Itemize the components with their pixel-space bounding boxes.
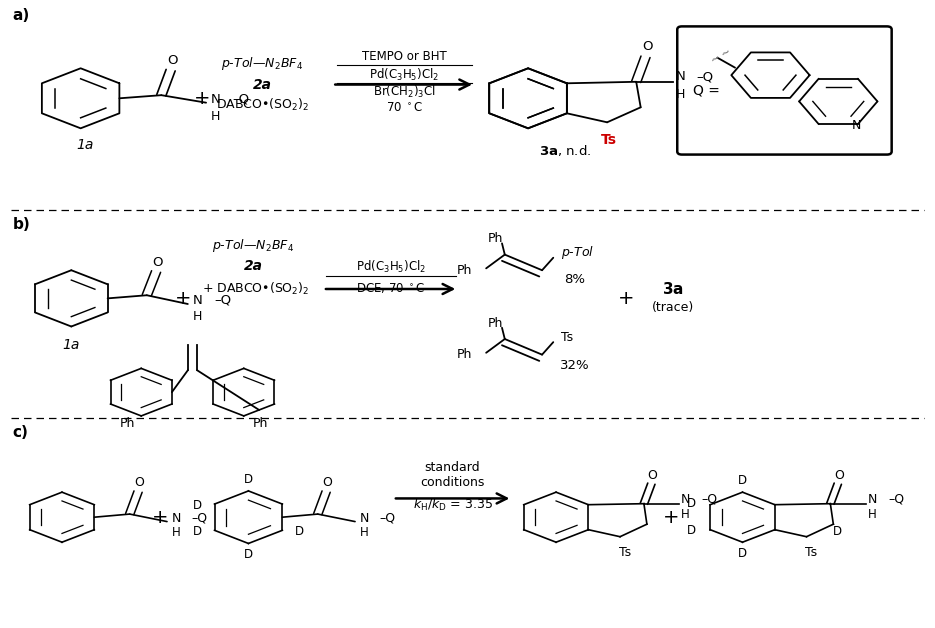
Text: Ph: Ph — [252, 417, 268, 430]
Text: Q =: Q = — [693, 83, 720, 97]
Text: + DABCO•(SO$_2$)$_2$: + DABCO•(SO$_2$)$_2$ — [202, 281, 309, 297]
Text: D: D — [295, 525, 304, 538]
Text: H: H — [682, 509, 690, 521]
Text: 8%: 8% — [564, 273, 585, 286]
Text: TEMPO or BHT: TEMPO or BHT — [362, 50, 447, 63]
Text: D: D — [244, 548, 253, 561]
Text: Pd(C$_3$H$_5$)Cl$_2$: Pd(C$_3$H$_5$)Cl$_2$ — [369, 67, 439, 83]
Text: D: D — [738, 547, 747, 560]
Text: N: N — [675, 70, 685, 84]
Text: Ph: Ph — [457, 348, 472, 361]
Text: +: + — [151, 507, 168, 527]
Text: Ph: Ph — [488, 232, 503, 246]
Text: 32%: 32% — [560, 359, 590, 372]
Text: 2a: 2a — [244, 259, 263, 273]
Text: Ts: Ts — [805, 546, 817, 559]
Text: O: O — [834, 469, 843, 482]
Text: Ts: Ts — [601, 133, 617, 147]
Text: H: H — [868, 509, 876, 521]
Text: 1a: 1a — [77, 138, 94, 152]
Text: Ph: Ph — [457, 264, 472, 277]
Text: D: D — [244, 473, 253, 486]
Text: H: H — [193, 310, 202, 323]
Text: O: O — [151, 256, 163, 269]
Text: 1a: 1a — [63, 338, 80, 352]
Text: Pd(C$_3$H$_5$)Cl$_2$: Pd(C$_3$H$_5$)Cl$_2$ — [356, 259, 426, 275]
Text: Ph: Ph — [488, 317, 503, 330]
Text: Ts: Ts — [619, 546, 631, 559]
Text: –Q: –Q — [214, 293, 231, 306]
Text: b): b) — [12, 217, 30, 232]
Text: –Q: –Q — [701, 493, 718, 506]
Text: D: D — [832, 525, 842, 538]
Text: DABCO•(SO$_2$)$_2$: DABCO•(SO$_2$)$_2$ — [216, 97, 309, 113]
Text: H: H — [172, 526, 180, 539]
Text: H: H — [210, 110, 220, 123]
Text: O: O — [134, 476, 144, 489]
Text: Ts: Ts — [561, 330, 573, 344]
Text: +: + — [194, 89, 210, 108]
Text: $p$-Tol—N$_2$BF$_4$: $p$-Tol—N$_2$BF$_4$ — [212, 237, 295, 254]
Text: $p$-Tol: $p$-Tol — [561, 244, 594, 261]
Text: –Q: –Q — [232, 92, 250, 106]
Text: N: N — [682, 493, 691, 506]
Text: $\mathbf{3a}$, n.d.: $\mathbf{3a}$, n.d. — [539, 143, 592, 158]
FancyBboxPatch shape — [677, 26, 892, 154]
Text: D: D — [194, 525, 202, 538]
Text: Ph: Ph — [120, 417, 135, 430]
Text: 70 $^\circ$C: 70 $^\circ$C — [385, 102, 423, 116]
Text: Br(CH$_2$)$_3$Cl: Br(CH$_2$)$_3$Cl — [373, 84, 436, 100]
Text: D: D — [738, 474, 747, 487]
Text: –Q: –Q — [888, 493, 904, 506]
Text: $k$$_\mathregular{H}$/$k$$_\mathregular{D}$ = 3.35: $k$$_\mathregular{H}$/$k$$_\mathregular{… — [412, 497, 493, 512]
Text: N: N — [852, 119, 862, 132]
Text: –Q: –Q — [380, 512, 396, 525]
Text: +: + — [175, 289, 192, 308]
Text: D: D — [687, 497, 697, 510]
Text: –Q: –Q — [192, 512, 208, 525]
Text: O: O — [323, 476, 332, 489]
Text: $\mathbf{\sim\!\sim}$: $\mathbf{\sim\!\sim}$ — [706, 46, 732, 67]
Text: O: O — [642, 40, 653, 53]
Text: DCE, 70 $^\circ$C: DCE, 70 $^\circ$C — [356, 282, 425, 296]
Text: +: + — [618, 289, 634, 308]
Text: $\mathbf{3a}$: $\mathbf{3a}$ — [662, 281, 683, 297]
Text: c): c) — [12, 425, 28, 440]
Text: 2a: 2a — [252, 77, 272, 92]
Text: N: N — [210, 93, 221, 106]
Text: conditions: conditions — [421, 476, 484, 489]
Text: O: O — [647, 469, 657, 482]
Text: O: O — [167, 53, 178, 67]
Text: a): a) — [12, 8, 30, 23]
Text: N: N — [172, 512, 181, 525]
Text: D: D — [194, 499, 202, 512]
Text: standard: standard — [424, 461, 481, 474]
Text: N: N — [360, 512, 369, 525]
Text: D: D — [687, 524, 697, 538]
Text: $p$-Tol—N$_2$BF$_4$: $p$-Tol—N$_2$BF$_4$ — [222, 55, 304, 72]
Text: (trace): (trace) — [652, 301, 694, 314]
Text: H: H — [675, 88, 684, 101]
Text: H: H — [360, 526, 368, 539]
Text: –Q: –Q — [696, 70, 713, 84]
Text: N: N — [193, 294, 202, 306]
Text: N: N — [868, 493, 877, 506]
Text: +: + — [663, 507, 679, 527]
